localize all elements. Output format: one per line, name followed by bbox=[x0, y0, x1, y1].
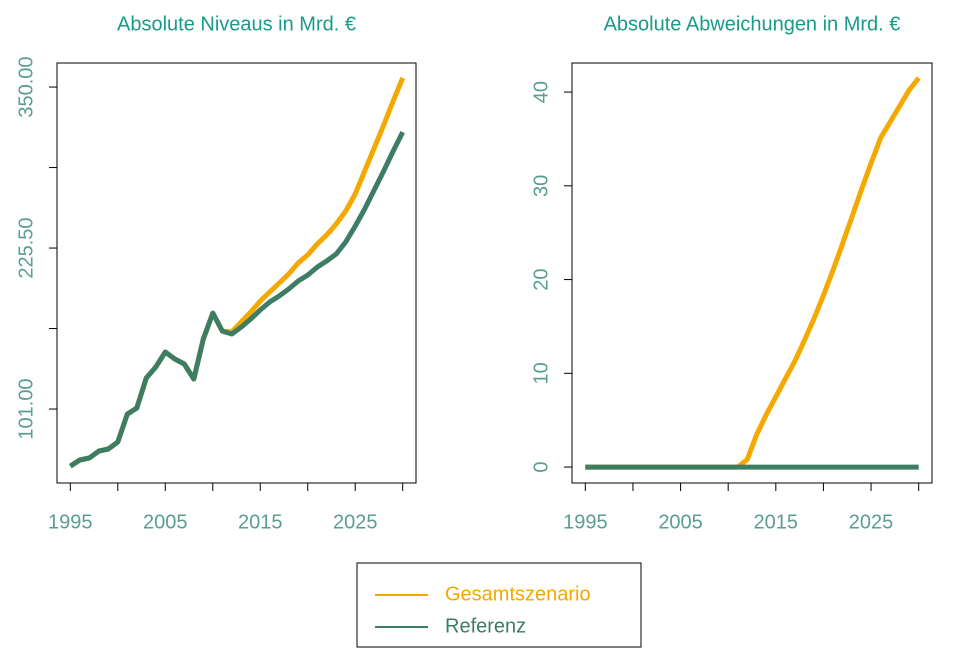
x-tick-label: 2025 bbox=[333, 511, 378, 533]
y-tick-label: 20 bbox=[530, 268, 552, 290]
plot-frame bbox=[56, 62, 417, 484]
plot-frame bbox=[571, 62, 933, 484]
x-tick-label: 1995 bbox=[563, 511, 608, 533]
x-tick-label: 1995 bbox=[48, 511, 93, 533]
line bbox=[68, 77, 406, 469]
legend-label: Referenz bbox=[445, 615, 526, 637]
y-tick-label: 225.50 bbox=[15, 217, 37, 278]
x-tick-label: 2005 bbox=[143, 511, 188, 533]
y-tick-label: 30 bbox=[530, 175, 552, 197]
x-tick-label: 2015 bbox=[238, 511, 283, 533]
line bbox=[68, 130, 405, 469]
y-tick-label: 10 bbox=[530, 362, 552, 384]
chart-title: Absolute Abweichungen in Mrd. € bbox=[604, 13, 901, 35]
x-tick-label: 2015 bbox=[754, 511, 799, 533]
y-tick-label: 0 bbox=[530, 462, 552, 473]
line bbox=[585, 76, 921, 470]
y-tick-label: 40 bbox=[530, 81, 552, 103]
chart-title: Absolute Niveaus in Mrd. € bbox=[117, 13, 356, 35]
y-tick-label: 101.00 bbox=[15, 378, 37, 439]
legend-label: Gesamtszenario bbox=[445, 583, 591, 605]
x-tick-label: 2025 bbox=[849, 511, 894, 533]
y-tick-label: 350.00 bbox=[15, 56, 37, 117]
x-tick-label: 2005 bbox=[658, 511, 703, 533]
legend-box bbox=[356, 562, 642, 648]
